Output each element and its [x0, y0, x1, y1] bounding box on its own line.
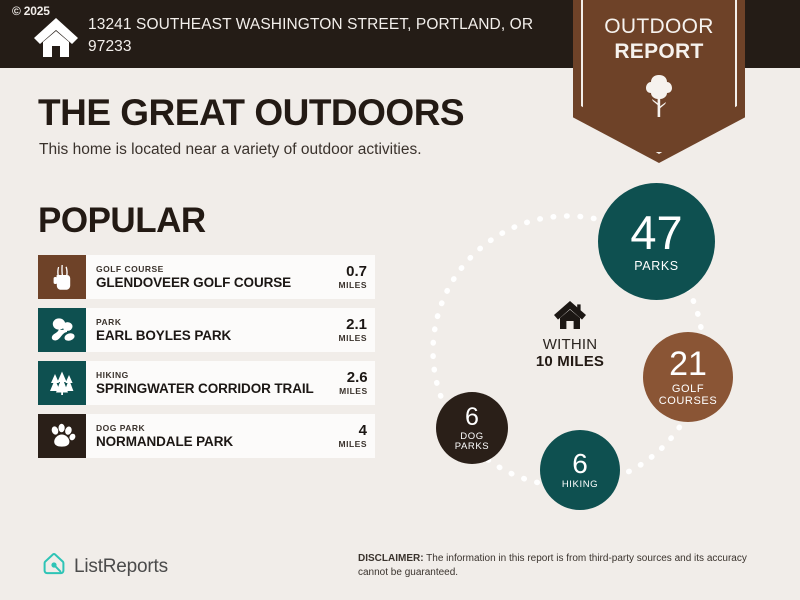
stat-count: 6 [572, 448, 588, 480]
list-item[interactable]: HIKING SPRINGWATER CORRIDOR TRAIL 2.6 MI… [38, 361, 375, 405]
listreports-logo[interactable]: ListReports [42, 552, 168, 581]
distance-value: 2.6 [346, 368, 368, 386]
distance-value: 0.7 [346, 262, 367, 280]
diagram-center-marker: WITHIN 10 MILES [515, 300, 625, 370]
disclaimer: DISCLAIMER: The information in this repo… [358, 552, 778, 579]
page-subtitle: This home is located near a variety of o… [39, 141, 422, 158]
stat-count: 6 [465, 402, 479, 431]
distance-unit: MILES [338, 279, 367, 290]
stat-bubble-golf-courses[interactable]: 21 GOLF COURSES [643, 332, 733, 422]
list-item-category: HIKING [96, 369, 129, 380]
home-icon [32, 16, 80, 58]
golf-bag-icon [38, 255, 86, 299]
list-item-name: GLENDOVEER GOLF COURSE [96, 274, 292, 290]
badge-title-line2: REPORT [614, 40, 704, 63]
list-item-category: PARK [96, 316, 122, 327]
list-item-distance: 4 MILES [313, 414, 375, 458]
list-item-name: EARL BOYLES PARK [96, 327, 232, 343]
proximity-diagram: 47 PARKS 21 GOLF COURSES 6 DOG PARKS 6 H… [420, 175, 780, 515]
list-item-name: SPRINGWATER CORRIDOR TRAIL [96, 380, 314, 396]
page-title: THE GREAT OUTDOORS [38, 92, 465, 133]
stat-bubble-dog-parks[interactable]: 6 DOG PARKS [436, 392, 508, 464]
list-item-text: HIKING SPRINGWATER CORRIDOR TRAIL [86, 361, 314, 405]
badge-title: OUTDOOR REPORT [573, 14, 745, 64]
list-item-text: DOG PARK NORMANDALE PARK [86, 414, 313, 458]
distance-unit: MILES [338, 438, 367, 449]
listreports-logo-text: ListReports [74, 555, 168, 577]
copyright-label: © 2025 [12, 4, 50, 18]
stat-label: PARKS [634, 259, 679, 274]
stat-count: 47 [630, 206, 683, 260]
list-item[interactable]: PARK EARL BOYLES PARK 2.1 MILES [38, 308, 375, 352]
stat-label-line1: DOG [460, 430, 484, 442]
disclaimer-label: DISCLAIMER: [358, 553, 424, 564]
listreports-house-icon [42, 552, 66, 581]
popular-heading: POPULAR [38, 201, 206, 240]
list-item-distance: 2.6 MILES [314, 361, 376, 405]
list-item[interactable]: DOG PARK NORMANDALE PARK 4 MILES [38, 414, 375, 458]
list-item-category: DOG PARK [96, 422, 146, 433]
list-item[interactable]: GOLF COURSE GLENDOVEER GOLF COURSE 0.7 M… [38, 255, 375, 299]
badge-inner-border [581, 0, 737, 154]
outdoor-report-badge: OUTDOOR REPORT [573, 0, 745, 163]
disclaimer-text: The information in this report is from t… [358, 553, 747, 578]
property-address: 13241 SOUTHEAST WASHINGTON STREET, PORTL… [88, 16, 534, 55]
center-label-line2: 10 MILES [535, 353, 605, 370]
home-icon [515, 300, 625, 330]
stat-bubble-hiking[interactable]: 6 HIKING [540, 430, 620, 510]
distance-unit: MILES [338, 332, 367, 343]
paw-print-icon [38, 414, 86, 458]
distance-value: 4 [358, 421, 367, 439]
list-item-category: GOLF COURSE [96, 263, 164, 274]
stat-bubble-parks[interactable]: 47 PARKS [598, 183, 715, 300]
distance-value: 2.1 [346, 315, 367, 333]
pine-trees-icon [38, 361, 86, 405]
stat-label-line2: COURSES [658, 394, 718, 407]
list-item-distance: 0.7 MILES [313, 255, 375, 299]
list-item-text: GOLF COURSE GLENDOVEER GOLF COURSE [86, 255, 313, 299]
list-item-name: NORMANDALE PARK [96, 433, 233, 449]
tree-icon [644, 74, 674, 118]
popular-list: GOLF COURSE GLENDOVEER GOLF COURSE 0.7 M… [38, 255, 375, 467]
center-label-line1: WITHIN [542, 336, 598, 353]
list-item-distance: 2.1 MILES [313, 308, 375, 352]
stat-count: 21 [669, 344, 707, 383]
list-item-text: PARK EARL BOYLES PARK [86, 308, 313, 352]
stat-label-line2: PARKS [454, 440, 490, 452]
stat-label-line1: GOLF [671, 382, 705, 395]
park-tree-icon [38, 308, 86, 352]
badge-title-line1: OUTDOOR [604, 15, 714, 38]
stat-label: HIKING [561, 479, 599, 491]
distance-unit: MILES [339, 385, 368, 396]
